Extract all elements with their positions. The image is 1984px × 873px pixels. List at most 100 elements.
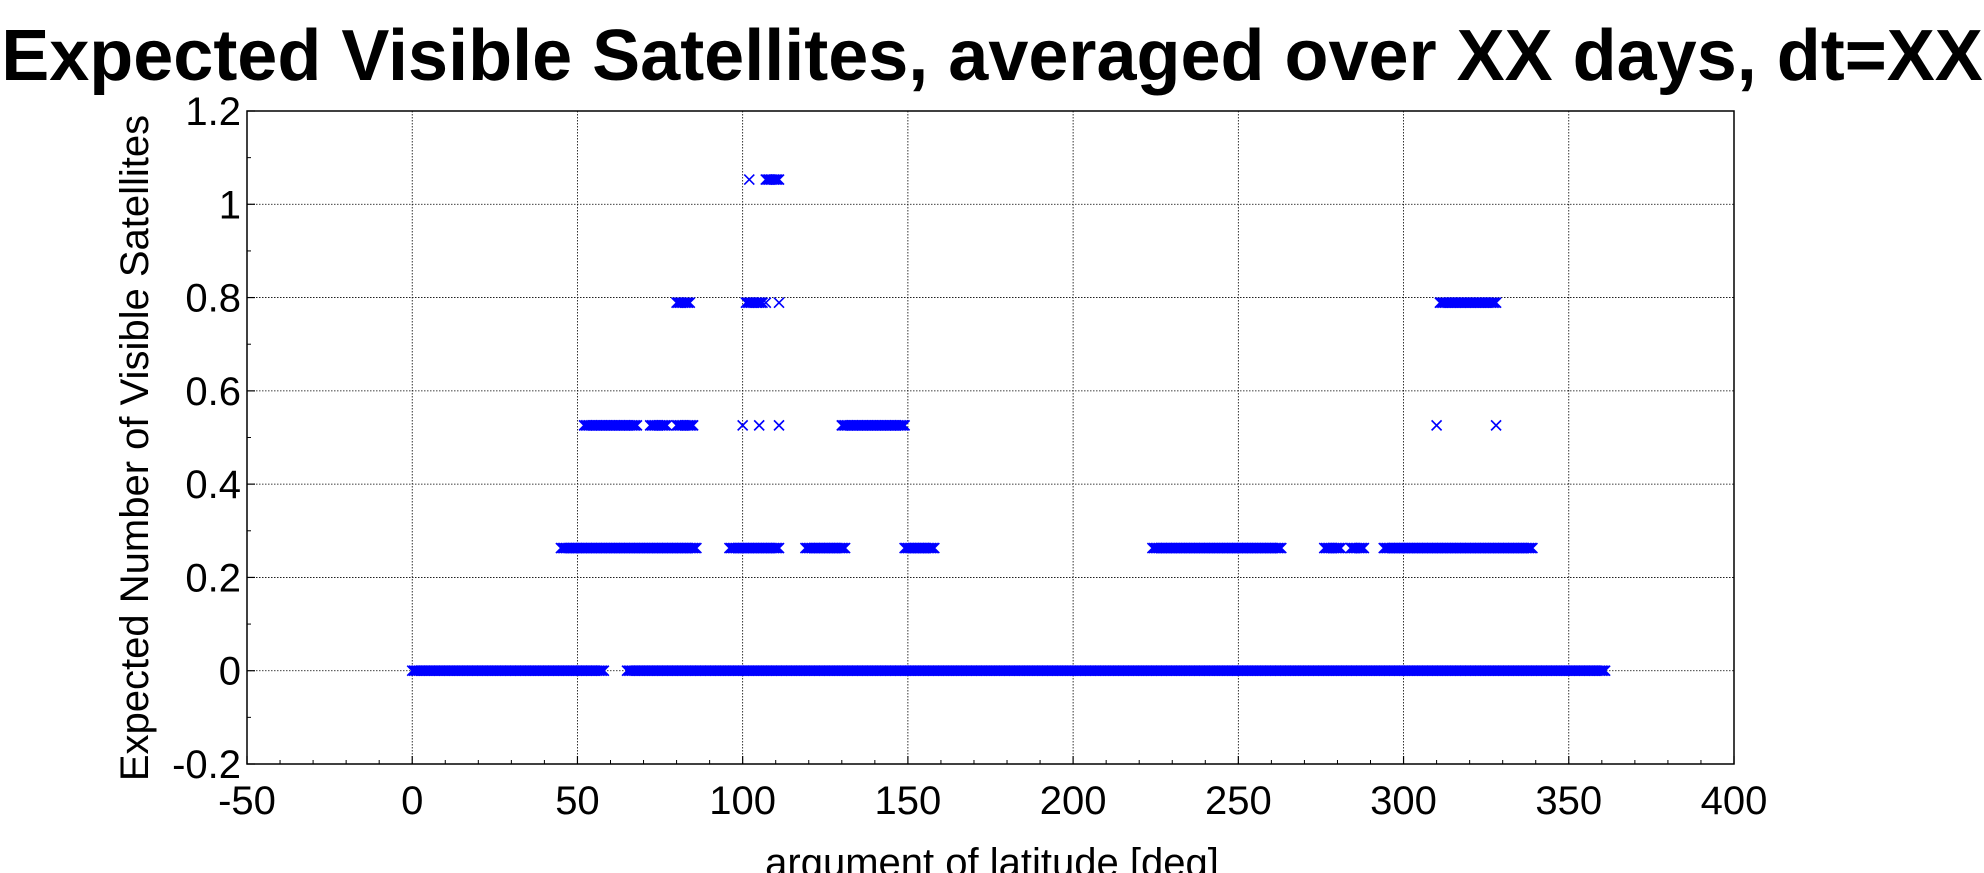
data-point <box>1597 665 1610 677</box>
data-point <box>687 542 699 554</box>
data-point <box>760 297 772 309</box>
y-tick-label: 0 <box>219 650 241 694</box>
data-point <box>1333 542 1345 554</box>
data-point <box>925 542 937 554</box>
data-point <box>1485 297 1497 309</box>
data-point <box>679 297 691 309</box>
data-point <box>1355 542 1367 554</box>
data-point <box>659 419 671 431</box>
data-point <box>626 419 638 431</box>
data-point <box>1596 665 1608 677</box>
data-point <box>685 419 698 431</box>
y-tick-label: 0.2 <box>185 556 241 600</box>
data-point <box>685 542 698 554</box>
data-point <box>1526 542 1538 554</box>
data-point <box>836 542 848 554</box>
x-tick-label: 100 <box>709 779 776 823</box>
data-point <box>773 542 785 554</box>
data-point <box>1270 542 1282 554</box>
data-point <box>1599 665 1611 677</box>
data-point <box>770 542 782 554</box>
data-point <box>768 542 780 554</box>
data-point <box>687 419 699 431</box>
y-tick-label: -0.2 <box>172 743 241 787</box>
data-point <box>771 542 783 554</box>
data-point <box>1331 542 1344 554</box>
chart-title: Expected Visible Satellites, averaged ov… <box>1 16 1983 96</box>
x-tick-label: 0 <box>401 779 423 823</box>
data-point <box>923 542 935 554</box>
data-point <box>773 173 785 186</box>
data-point <box>770 173 782 186</box>
data-point <box>1330 542 1342 554</box>
x-tick-label: 300 <box>1370 779 1437 823</box>
data-point <box>1356 542 1368 554</box>
data-point <box>661 419 673 431</box>
y-tick-label: 1.2 <box>185 90 241 134</box>
x-tick-label: 200 <box>1040 779 1107 823</box>
data-point <box>1335 542 1347 554</box>
data-point <box>682 419 694 431</box>
y-tick-label: 1 <box>219 183 241 227</box>
data-point <box>1490 297 1502 309</box>
data-point <box>1488 297 1500 309</box>
data-point <box>1431 419 1443 431</box>
x-tick-label: 400 <box>1701 779 1768 823</box>
y-tick-label: 0.4 <box>185 463 241 507</box>
data-point <box>689 542 701 554</box>
y-tick-label: 0.8 <box>185 277 241 321</box>
data-point <box>1525 542 1537 554</box>
data-point <box>684 297 696 309</box>
data-point <box>629 419 641 431</box>
data-point <box>682 297 694 309</box>
data-point <box>773 419 785 431</box>
data-point <box>1272 542 1284 554</box>
data-point <box>756 297 769 309</box>
data-point <box>631 419 643 431</box>
data-point <box>1521 542 1534 554</box>
data-point <box>839 542 851 554</box>
data-point <box>680 297 693 309</box>
data-point <box>596 665 608 677</box>
x-tick-labels: -50 0 50 100 150 200 250 300 350 400 <box>218 779 1767 823</box>
data-point <box>595 665 607 677</box>
x-tick-label: 150 <box>875 779 942 823</box>
data-point <box>771 173 783 186</box>
x-tick-label: 50 <box>555 779 600 823</box>
data-point <box>737 419 749 431</box>
data-point <box>837 542 850 554</box>
data-point <box>1358 542 1370 554</box>
data-point <box>894 419 906 431</box>
data-point <box>656 419 668 431</box>
data-point <box>927 542 939 554</box>
data-point <box>593 665 605 677</box>
data-point <box>684 419 696 431</box>
data-point <box>1353 542 1365 554</box>
data-point <box>1487 297 1499 309</box>
data-point <box>755 297 767 309</box>
data-point <box>743 173 755 186</box>
y-tick-labels: -0.2 0 0.2 0.4 0.6 0.8 1 1.2 <box>172 90 241 787</box>
data-markers <box>406 173 1611 677</box>
y-tick-label: 0.6 <box>185 370 241 414</box>
data-point <box>628 419 640 431</box>
data-point <box>834 542 846 554</box>
data-point <box>690 542 702 554</box>
x-axis-label: argument of latitude [deg] <box>765 841 1219 873</box>
data-point <box>1594 665 1606 677</box>
data-point <box>1490 419 1502 431</box>
data-point <box>1275 542 1287 554</box>
data-point <box>1523 542 1535 554</box>
x-tick-label: 250 <box>1205 779 1272 823</box>
data-point <box>897 419 909 431</box>
data-point <box>753 419 765 431</box>
data-point <box>657 419 669 431</box>
data-point <box>928 542 940 554</box>
x-tick-label: 350 <box>1535 779 1602 823</box>
data-point <box>598 665 610 677</box>
data-point <box>899 419 911 431</box>
data-point <box>768 173 780 186</box>
data-point <box>773 297 785 309</box>
axis-ticks <box>246 110 1735 765</box>
